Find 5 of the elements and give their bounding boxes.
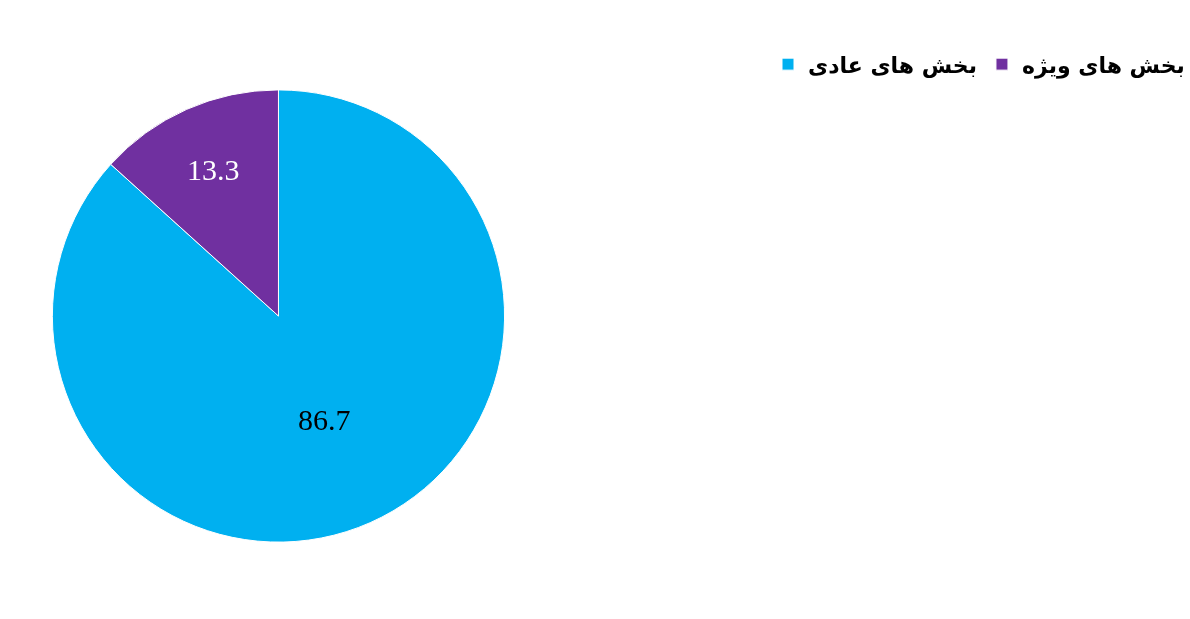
data-label: 13.3	[186, 152, 240, 186]
legend-label: بخش های ویژه	[1021, 52, 1185, 79]
pie-slice	[52, 89, 506, 543]
data-label: 86.7	[298, 402, 351, 436]
legend-label: بخش های عادی	[808, 52, 977, 78]
